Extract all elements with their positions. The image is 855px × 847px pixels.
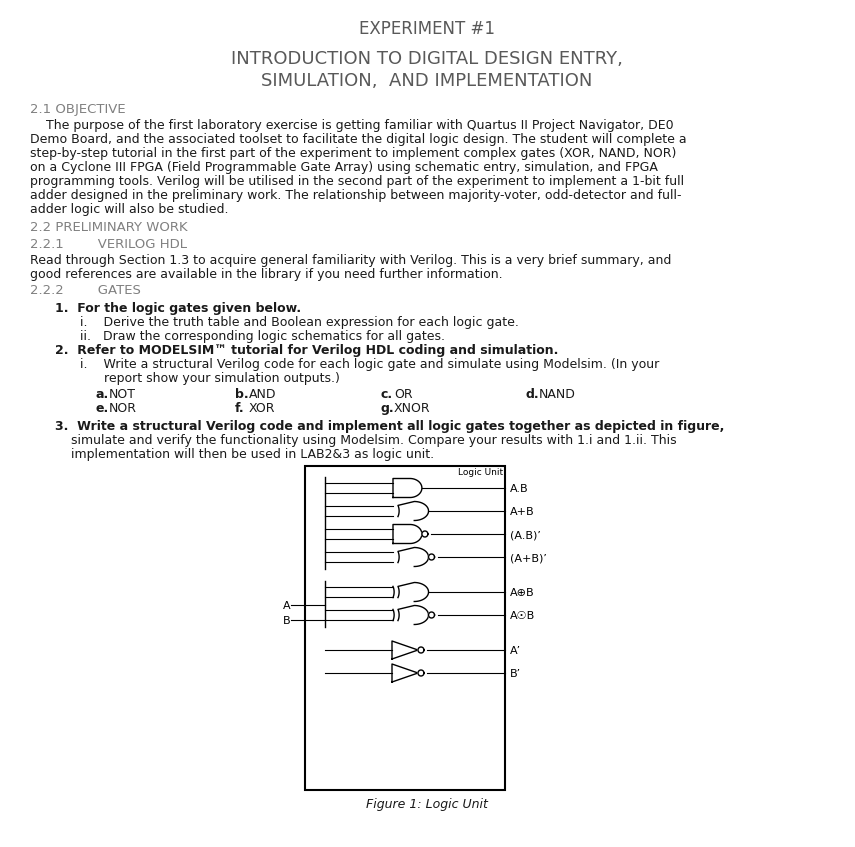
Polygon shape bbox=[393, 524, 422, 544]
Text: XOR: XOR bbox=[249, 402, 275, 415]
Text: A☉B: A☉B bbox=[510, 611, 535, 621]
Text: The purpose of the first laboratory exercise is getting familiar with Quartus II: The purpose of the first laboratory exer… bbox=[30, 119, 674, 132]
Text: 2.1 OBJECTIVE: 2.1 OBJECTIVE bbox=[30, 103, 126, 116]
Text: 2.  Refer to MODELSIM™ tutorial for Verilog HDL coding and simulation.: 2. Refer to MODELSIM™ tutorial for Veril… bbox=[55, 344, 558, 357]
Text: 1.  For the logic gates given below.: 1. For the logic gates given below. bbox=[55, 302, 301, 315]
Text: good references are available in the library if you need further information.: good references are available in the lib… bbox=[30, 268, 503, 281]
Text: c.: c. bbox=[380, 388, 392, 401]
Text: e.: e. bbox=[95, 402, 109, 415]
Text: Figure 1: Logic Unit: Figure 1: Logic Unit bbox=[366, 798, 488, 811]
Text: A⊕B: A⊕B bbox=[510, 588, 534, 598]
Polygon shape bbox=[392, 641, 418, 659]
Text: Demo Board, and the associated toolset to facilitate the digital logic design. T: Demo Board, and the associated toolset t… bbox=[30, 133, 687, 146]
Text: XNOR: XNOR bbox=[394, 402, 431, 415]
Text: B’: B’ bbox=[510, 669, 522, 679]
Text: OR: OR bbox=[394, 388, 413, 401]
Polygon shape bbox=[392, 664, 418, 682]
Text: adder logic will also be studied.: adder logic will also be studied. bbox=[30, 203, 228, 216]
Text: A+B: A+B bbox=[510, 507, 534, 517]
Text: AND: AND bbox=[249, 388, 276, 401]
Polygon shape bbox=[418, 670, 424, 676]
Text: (A.B)’: (A.B)’ bbox=[510, 530, 541, 540]
Polygon shape bbox=[398, 583, 428, 601]
Polygon shape bbox=[428, 612, 434, 618]
Text: A.B: A.B bbox=[510, 484, 528, 494]
Text: 2.2.2        GATES: 2.2.2 GATES bbox=[30, 284, 141, 297]
Text: simulate and verify the functionality using Modelsim. Compare your results with : simulate and verify the functionality us… bbox=[55, 434, 676, 447]
Polygon shape bbox=[398, 501, 428, 521]
Text: f.: f. bbox=[235, 402, 245, 415]
Polygon shape bbox=[393, 479, 422, 497]
Text: i.    Derive the truth table and Boolean expression for each logic gate.: i. Derive the truth table and Boolean ex… bbox=[80, 316, 519, 329]
Text: NOR: NOR bbox=[109, 402, 137, 415]
Text: programming tools. Verilog will be utilised in the second part of the experiment: programming tools. Verilog will be utili… bbox=[30, 175, 684, 188]
Text: NOT: NOT bbox=[109, 388, 136, 401]
Text: Logic Unit: Logic Unit bbox=[458, 468, 503, 477]
Text: Read through Section 1.3 to acquire general familiarity with Verilog. This is a : Read through Section 1.3 to acquire gene… bbox=[30, 254, 671, 267]
Text: A’: A’ bbox=[510, 646, 522, 656]
Text: INTRODUCTION TO DIGITAL DESIGN ENTRY,: INTRODUCTION TO DIGITAL DESIGN ENTRY, bbox=[231, 50, 623, 68]
Text: 3.  Write a structural Verilog code and implement all logic gates together as de: 3. Write a structural Verilog code and i… bbox=[55, 420, 724, 433]
Text: on a Cyclone III FPGA (Field Programmable Gate Array) using schematic entry, sim: on a Cyclone III FPGA (Field Programmabl… bbox=[30, 161, 657, 174]
Text: A: A bbox=[283, 601, 291, 611]
Text: 2.2.1        VERILOG HDL: 2.2.1 VERILOG HDL bbox=[30, 238, 187, 251]
Text: i.    Write a structural Verilog code for each logic gate and simulate using Mod: i. Write a structural Verilog code for e… bbox=[80, 358, 659, 371]
Text: EXPERIMENT #1: EXPERIMENT #1 bbox=[359, 20, 495, 38]
Polygon shape bbox=[398, 547, 428, 567]
Text: 2.2 PRELIMINARY WORK: 2.2 PRELIMINARY WORK bbox=[30, 221, 187, 234]
Text: b.: b. bbox=[235, 388, 249, 401]
Text: step-by-step tutorial in the first part of the experiment to implement complex g: step-by-step tutorial in the first part … bbox=[30, 147, 676, 160]
Bar bbox=[305, 466, 505, 790]
Text: (A+B)’: (A+B)’ bbox=[510, 553, 547, 563]
Polygon shape bbox=[422, 531, 428, 537]
Text: a.: a. bbox=[95, 388, 109, 401]
Text: SIMULATION,  AND IMPLEMENTATION: SIMULATION, AND IMPLEMENTATION bbox=[262, 72, 593, 90]
Text: report show your simulation outputs.): report show your simulation outputs.) bbox=[80, 372, 340, 385]
Text: g.: g. bbox=[380, 402, 393, 415]
Text: ii.   Draw the corresponding logic schematics for all gates.: ii. Draw the corresponding logic schemat… bbox=[80, 330, 445, 343]
Text: implementation will then be used in LAB2&3 as logic unit.: implementation will then be used in LAB2… bbox=[55, 448, 434, 461]
Text: d.: d. bbox=[525, 388, 539, 401]
Polygon shape bbox=[428, 554, 434, 560]
Text: B: B bbox=[283, 616, 291, 626]
Polygon shape bbox=[398, 606, 428, 624]
Text: NAND: NAND bbox=[539, 388, 576, 401]
Text: adder designed in the preliminary work. The relationship between majority-voter,: adder designed in the preliminary work. … bbox=[30, 189, 681, 202]
Polygon shape bbox=[418, 647, 424, 653]
